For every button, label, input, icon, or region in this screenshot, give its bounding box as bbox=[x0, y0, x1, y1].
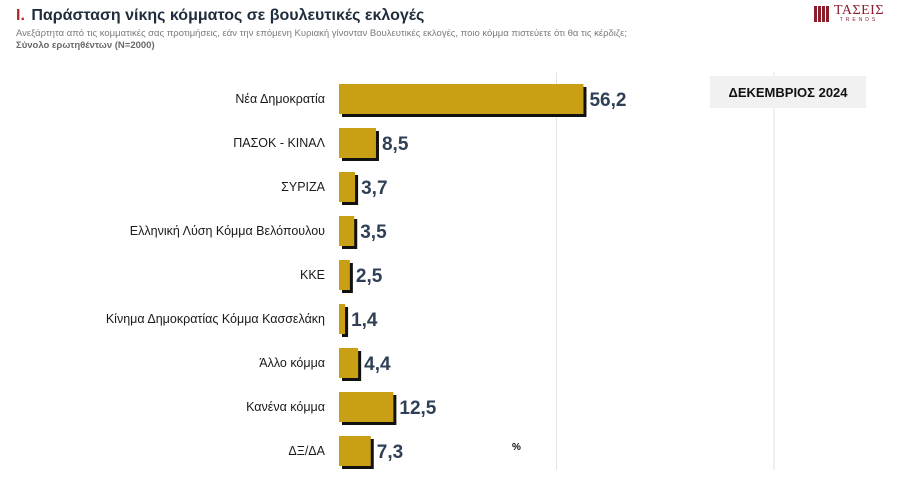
logo-grid-icon bbox=[813, 5, 830, 22]
chart-title: I. Παράσταση νίκης κόμματος σε βουλευτικ… bbox=[16, 6, 716, 26]
category-label-0: Νέα Δημοκρατία bbox=[235, 92, 325, 106]
category-label-3: Ελληνική Λύση Κόμμα Βελόπουλου bbox=[130, 224, 325, 238]
logo-main-text: ΤΑΣΕΙΣ bbox=[833, 3, 884, 18]
logo-sub-text: TRENDS bbox=[839, 17, 879, 23]
period-label: ΔΕΚΕΜΒΡΙΟΣ 2024 bbox=[710, 76, 866, 108]
bar-4 bbox=[339, 260, 350, 290]
category-label-5: Κίνημα Δημοκρατίας Κόμμα Κασσελάκη bbox=[106, 312, 325, 326]
bar-3 bbox=[339, 216, 355, 246]
value-label-2: 3,7 bbox=[361, 178, 387, 199]
category-label-4: ΚΚΕ bbox=[300, 268, 325, 282]
bar-1 bbox=[339, 128, 376, 158]
bar-8 bbox=[339, 436, 371, 466]
category-label-1: ΠΑΣΟΚ - ΚΙΝΑΛ bbox=[233, 136, 325, 150]
category-label-2: ΣΥΡΙΖΑ bbox=[281, 180, 326, 194]
chart-header: I. Παράσταση νίκης κόμματος σε βουλευτικ… bbox=[16, 6, 716, 52]
bar-0 bbox=[339, 84, 584, 114]
category-label-7: Κανένα κόμμα bbox=[246, 400, 325, 414]
bar-7 bbox=[339, 392, 394, 422]
value-label-1: 8,5 bbox=[382, 134, 409, 155]
value-label-6: 4,4 bbox=[364, 354, 391, 375]
category-label-6: Άλλο κόμμα bbox=[259, 356, 325, 370]
value-label-8: 7,3 bbox=[377, 442, 403, 463]
brand-logo: ΤΑΣΕΙΣ TRENDS bbox=[813, 3, 884, 23]
bar-6 bbox=[339, 348, 359, 378]
unit-label: % bbox=[512, 442, 521, 453]
bar-5 bbox=[339, 304, 346, 334]
value-label-4: 2,5 bbox=[356, 266, 383, 287]
chart-subtitle: Ανεξάρτητα από τις κομματικές σας προτιμ… bbox=[16, 28, 627, 39]
category-label-8: ΔΞ/ΔΑ bbox=[288, 444, 325, 458]
value-label-3: 3,5 bbox=[360, 222, 387, 243]
value-label-7: 12,5 bbox=[399, 398, 436, 419]
value-label-5: 1,4 bbox=[351, 310, 378, 331]
title-prefix: I. bbox=[16, 7, 25, 24]
bar-2 bbox=[339, 172, 356, 202]
title-text: Παράσταση νίκης κόμματος σε βουλευτικές … bbox=[31, 7, 425, 24]
value-label-0: 56,2 bbox=[589, 90, 626, 111]
sample-size: Σύνολο ερωτηθέντων (N=2000) bbox=[16, 40, 155, 51]
